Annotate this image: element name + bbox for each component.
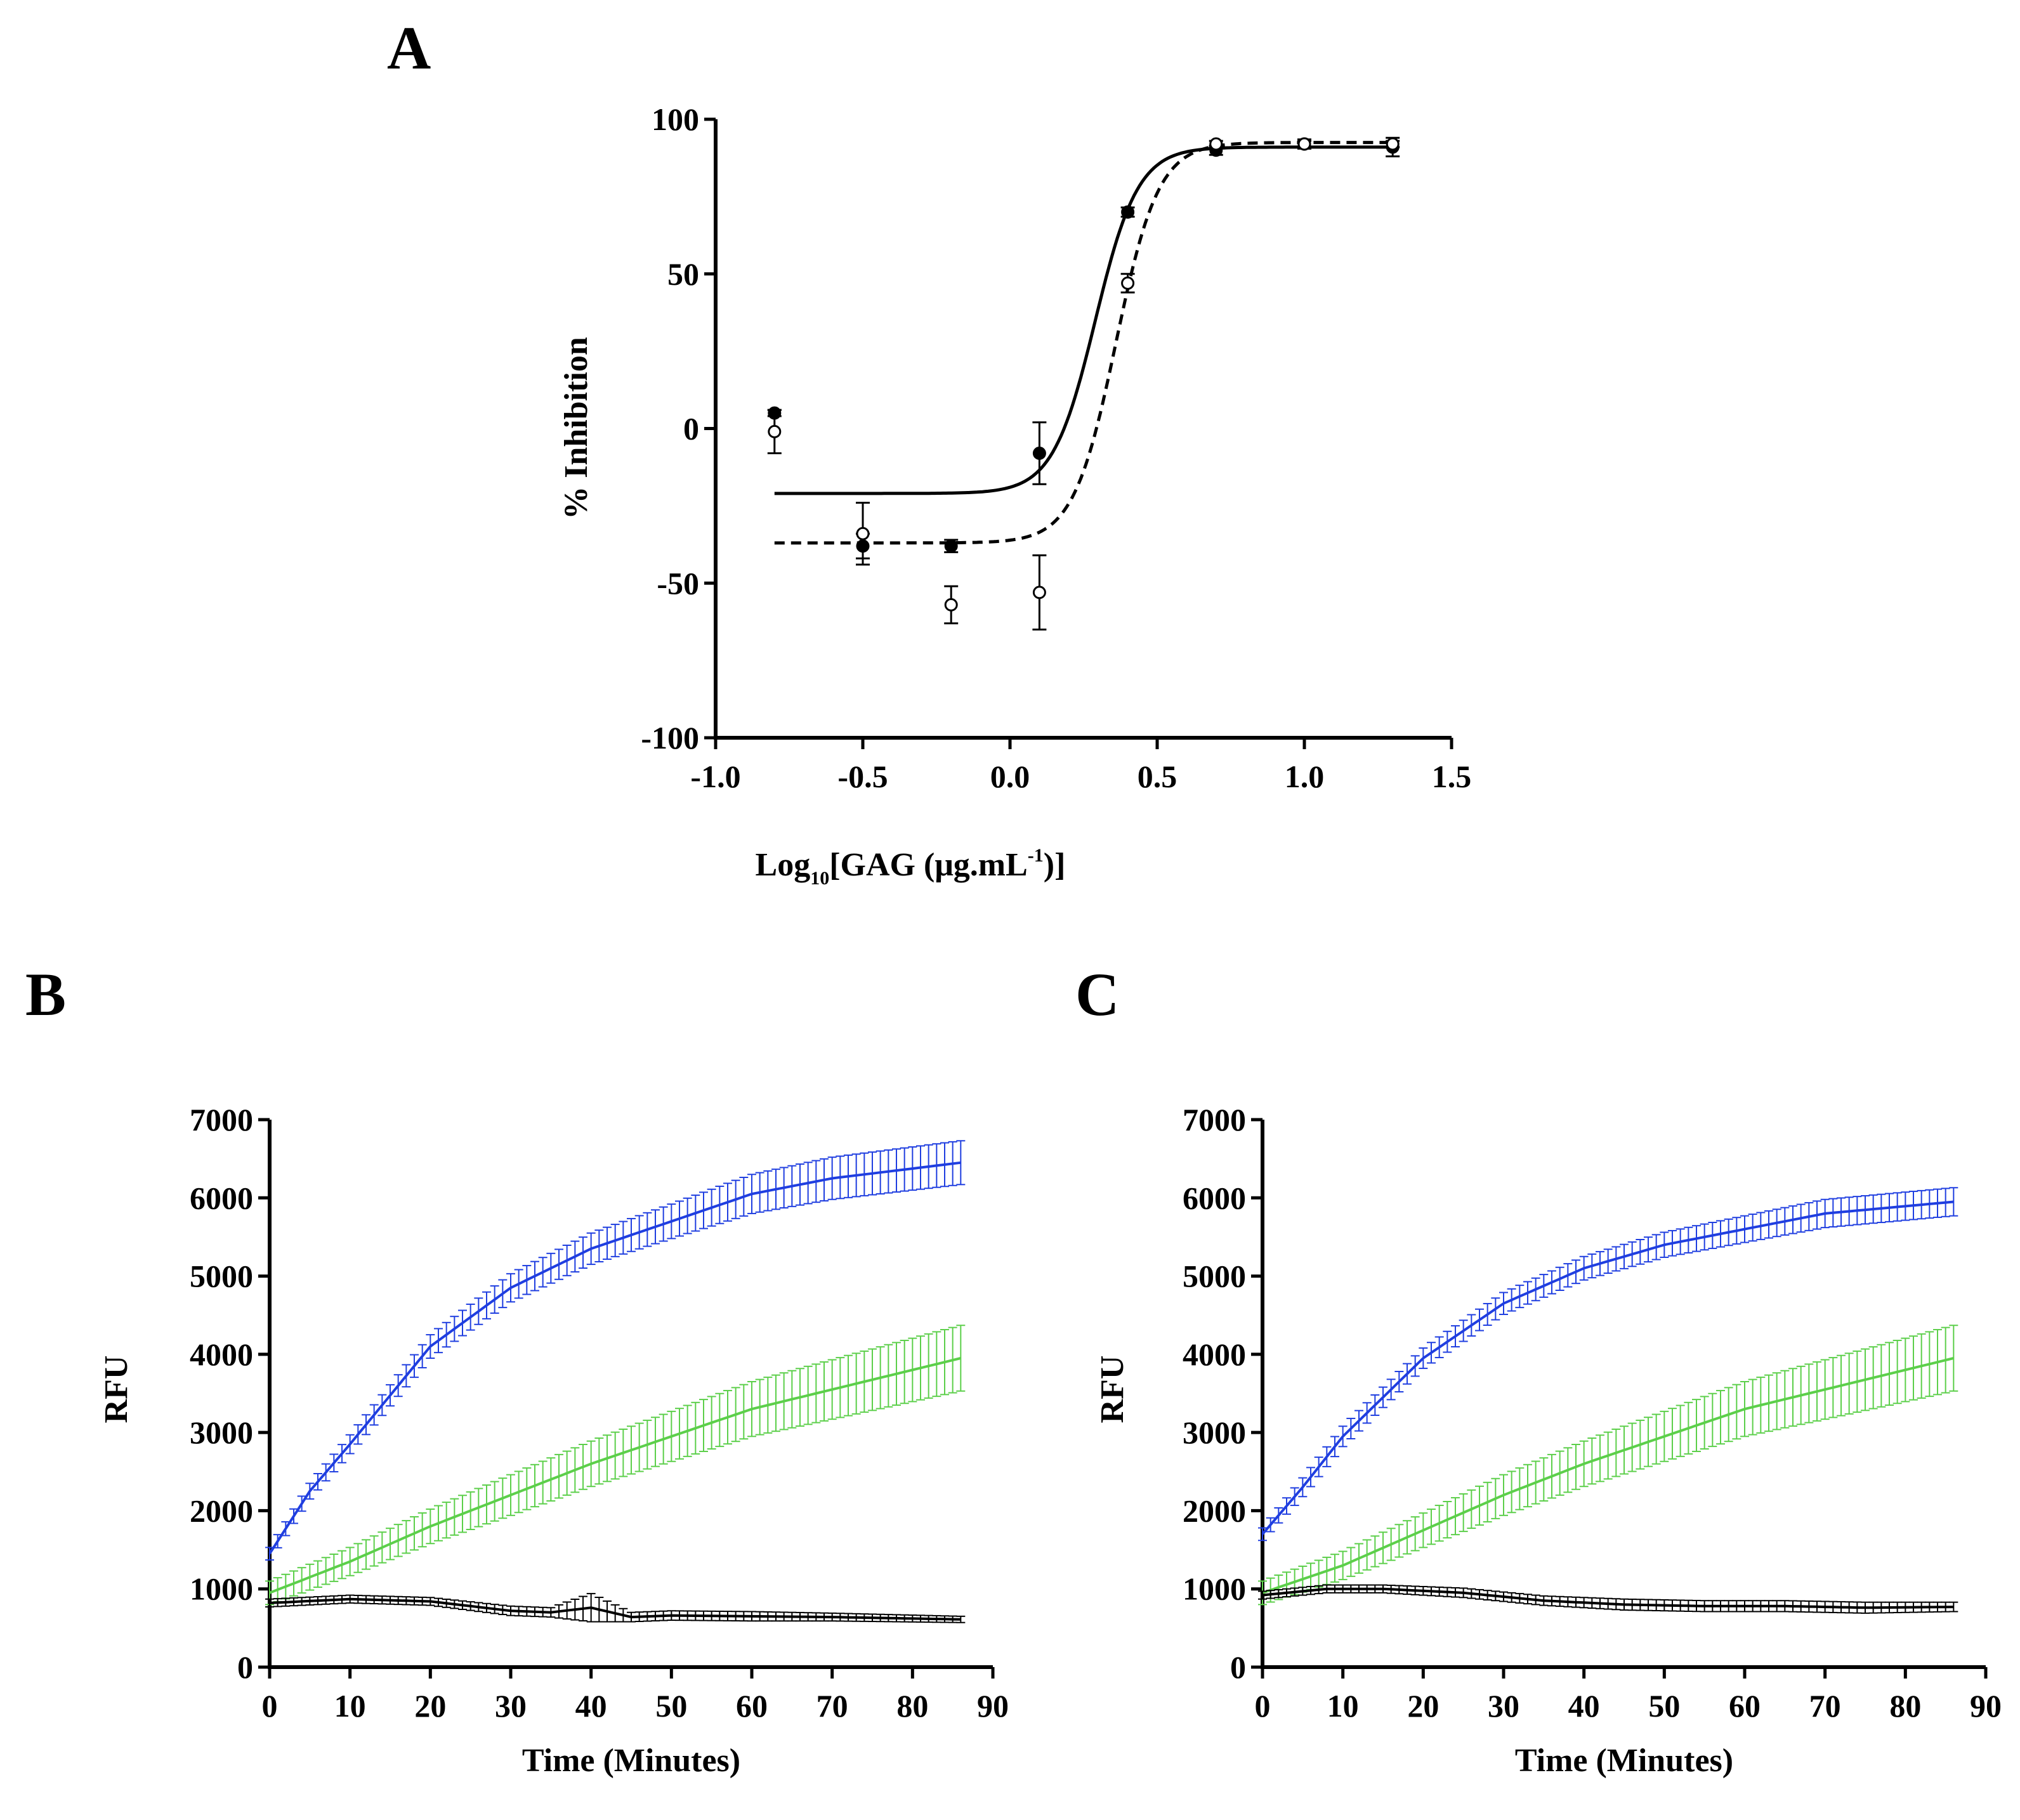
panel-b-x-tick-label: 90: [977, 1688, 1009, 1724]
panel-c-y-tick-label: 7000: [1183, 1102, 1246, 1137]
panel-c-x-tick-label: 60: [1729, 1688, 1761, 1724]
panel-a-y-tick-label: -100: [641, 720, 699, 756]
panel-c-x-tick-label: 50: [1648, 1688, 1680, 1724]
panel-b-y-axis-title: RFU: [98, 1356, 134, 1424]
panel-c: C 0 1000 2000 3000 4000 5000 6000 7000 0 10 20 30 40…: [1075, 960, 2002, 1779]
panel-a-x-tick-label: 1.5: [1432, 759, 1472, 794]
panel-b-y-tick-label: 7000: [190, 1102, 253, 1137]
panel-b-y-tick-label: 0: [237, 1649, 253, 1685]
panel-a-x-tick-label: 1.0: [1285, 759, 1325, 794]
data-point-open: [856, 527, 870, 540]
panel-c-x-tick-label: 70: [1809, 1688, 1841, 1724]
fit-curve-open: [774, 141, 1393, 545]
panel-c-y-axis-title: RFU: [1094, 1356, 1131, 1424]
panel-c-x-axis-title: Time (Minutes): [1515, 1743, 1733, 1779]
panel-c-x-tick-label: 0: [1255, 1688, 1271, 1724]
panel-b-x-tick-label: 80: [896, 1688, 928, 1724]
panel-b-x-tick-label: 70: [817, 1688, 848, 1724]
data-point-open: [1121, 276, 1135, 290]
panel-c-x-tick-label: 20: [1407, 1688, 1439, 1724]
panel-b-y-tick-label: 2000: [190, 1493, 253, 1528]
data-point-filled: [1121, 205, 1135, 219]
data-point-filled: [944, 539, 958, 553]
panel-a-x-title-log: Log: [756, 847, 811, 883]
panel-c-y-tick-label: 2000: [1183, 1493, 1246, 1528]
panel-c-axes: 0 1000 2000 3000 4000 5000 6000 7000 0 10 20 30 40 50…: [1183, 1102, 2002, 1724]
panel-b-y-tick-label: 3000: [190, 1415, 253, 1450]
fit-curve-filled: [774, 145, 1393, 495]
panel-c-series: [1258, 1187, 1958, 1614]
panel-a-y-tick-label: 100: [652, 101, 699, 137]
panel-a-x-tick-label: -1.0: [690, 759, 740, 794]
panel-b: B 0 1000 2000 3000 4000 5000 6000 7000 0 10 20 30 40…: [25, 960, 1009, 1779]
panel-a-x-title-sup: -1: [1028, 845, 1044, 866]
panel-b-x-tick-label: 20: [414, 1688, 446, 1724]
panel-a-x-tick-label: -0.5: [837, 759, 888, 794]
panel-a-y-tick-label: 50: [667, 256, 699, 292]
panel-a-x-tick-label: 0.0: [990, 759, 1030, 794]
panel-b-x-tick-label: 10: [334, 1688, 366, 1724]
data-point-filled: [1032, 447, 1046, 460]
panel-a-letter: A: [387, 14, 431, 82]
panel-b-y-tick-label: 1000: [190, 1571, 253, 1607]
panel-a-x-axis-title: Log10[GAG (μg.mL-1)]: [756, 845, 1066, 889]
data-point-open: [1386, 137, 1400, 151]
panel-a-x-title-sub: 10: [810, 868, 829, 889]
panel-b-x-tick-label: 50: [655, 1688, 687, 1724]
black-series-line: [1262, 1587, 1954, 1609]
panel-c-y-tick-label: 6000: [1183, 1180, 1246, 1215]
panel-a-x-tick-label: 0.5: [1138, 759, 1177, 794]
panel-b-series: [265, 1140, 966, 1623]
panel-c-y-tick-label: 0: [1230, 1649, 1246, 1685]
panel-a-x-title-end: )]: [1044, 847, 1066, 883]
data-point-open: [944, 598, 958, 612]
green-series-line: [1262, 1357, 1954, 1594]
panel-b-y-tick-label: 4000: [190, 1337, 253, 1372]
panel-a-y-tick-label: 0: [683, 411, 699, 447]
panel-b-y-tick-label: 6000: [190, 1180, 253, 1215]
panel-c-x-tick-label: 30: [1488, 1688, 1519, 1724]
panel-b-x-axis-title: Time (Minutes): [522, 1743, 740, 1779]
panel-c-x-tick-label: 80: [1889, 1688, 1921, 1724]
panel-a-axes: -100 -50 0 50 100 -1.0 -0.5 0.0 0.5 1.0 1.5: [641, 101, 1471, 794]
panel-a-x-title-main: [GAG (μg.mL: [829, 847, 1028, 883]
panel-b-y-tick-label: 5000: [190, 1259, 253, 1294]
panel-a-y-axis-title: % Inhibition: [558, 337, 594, 520]
panel-b-x-tick-label: 30: [495, 1688, 527, 1724]
panel-c-x-tick-label: 40: [1568, 1688, 1600, 1724]
panel-c-x-tick-label: 10: [1327, 1688, 1359, 1724]
panel-c-y-tick-label: 3000: [1183, 1415, 1246, 1450]
panel-c-x-tick-label: 90: [1970, 1688, 2002, 1724]
blue-series-line: [268, 1161, 961, 1555]
data-point-open: [1209, 137, 1223, 151]
green-series-line: [269, 1357, 961, 1594]
panel-a-y-tick-label: -50: [657, 565, 699, 601]
panel-a-fit-curves: [774, 141, 1393, 545]
panel-c-letter: C: [1075, 960, 1119, 1028]
panel-c-y-tick-label: 4000: [1183, 1337, 1246, 1372]
panel-c-y-tick-label: 1000: [1183, 1571, 1246, 1607]
panel-b-x-tick-label: 60: [736, 1688, 768, 1724]
data-point-open: [1297, 137, 1311, 151]
panel-c-y-tick-label: 5000: [1183, 1259, 1246, 1294]
panel-b-letter: B: [25, 960, 66, 1028]
panel-a: A -100 -50 0 50 100 -1.0 -0.5 0.0 0.5 1.0 1.5 % In…: [387, 14, 1471, 889]
panel-b-x-tick-label: 0: [262, 1688, 278, 1724]
black-series-line: [269, 1597, 961, 1621]
panel-b-x-tick-label: 40: [575, 1688, 607, 1724]
data-point-open: [768, 424, 782, 438]
blue-series-line: [1261, 1200, 1954, 1535]
panel-b-axes: 0 1000 2000 3000 4000 5000 6000 7000 0 10 20 30 40 50…: [190, 1102, 1009, 1724]
panel-a-data-points: [767, 136, 1400, 631]
data-point-open: [1032, 586, 1046, 599]
